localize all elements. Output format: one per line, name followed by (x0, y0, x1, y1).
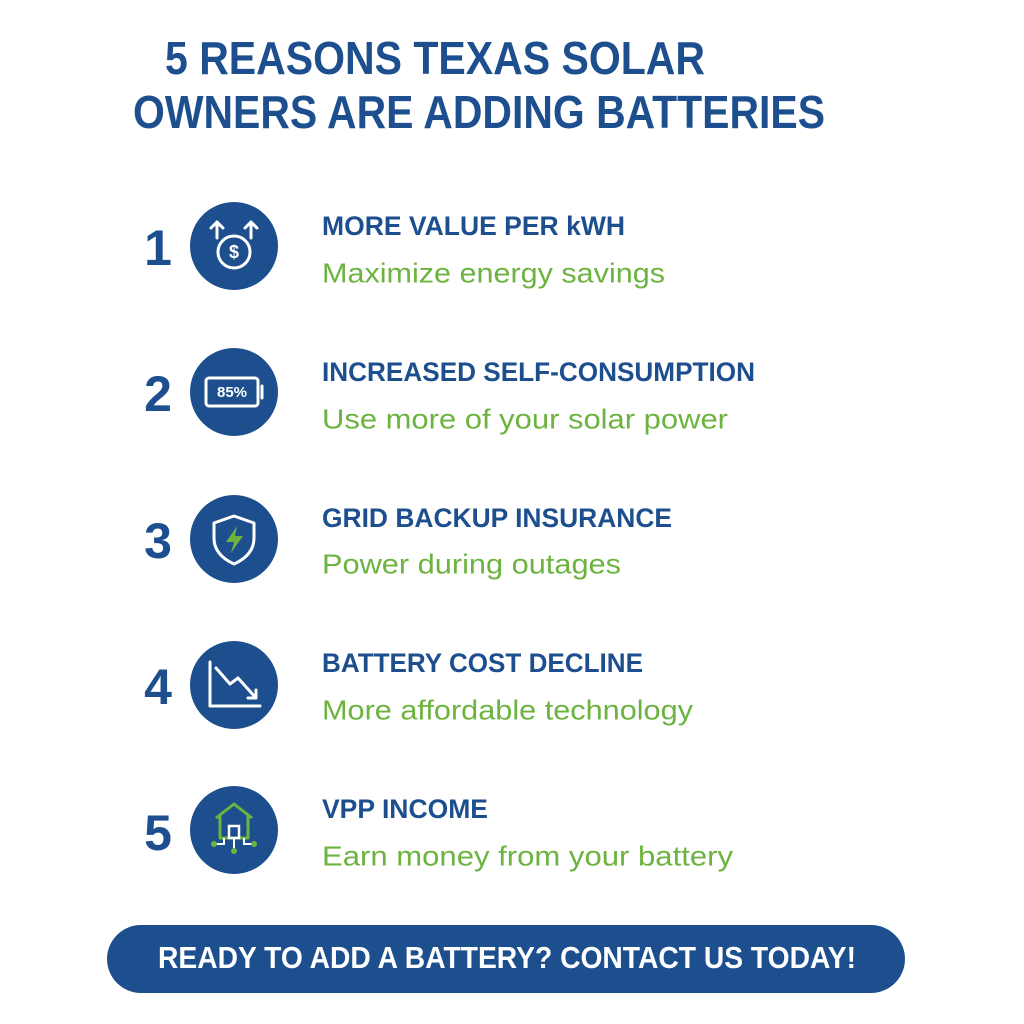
item-subtitle: More affordable technology (322, 694, 693, 725)
reason-item: 5 VPP INCOME Earn money from your batter… (144, 786, 733, 874)
item-subtitle: Earn money from your battery (322, 840, 733, 871)
icon-text: 85% (217, 384, 247, 401)
cta-button[interactable]: READY TO ADD A BATTERY? CONTACT US TODAY… (107, 925, 905, 993)
item-number: 1 (144, 220, 172, 276)
reason-item: 2 85% INCREASED SELF-CONSUMPTION Use mor… (144, 348, 755, 436)
icon (211, 802, 257, 854)
item-heading: INCREASED SELF-CONSUMPTION (322, 357, 755, 387)
item-subtitle: Use more of your solar power (322, 403, 728, 434)
icon-circle (190, 348, 278, 436)
reason-item: 1 $ MORE VALUE PER kWH Maximize energy s… (144, 202, 665, 290)
icon-circle (190, 202, 278, 290)
item-number: 3 (144, 513, 172, 569)
icon (212, 514, 256, 566)
item-subtitle: Maximize energy savings (322, 257, 665, 288)
icon-circle (190, 641, 278, 729)
reason-item: 4 BATTERY COST DECLINE More affordable t… (144, 641, 693, 729)
item-number: 4 (144, 659, 172, 715)
item-number: 5 (144, 805, 172, 861)
icon (208, 660, 262, 708)
item-heading: BATTERY COST DECLINE (322, 648, 643, 678)
icon (209, 220, 259, 270)
item-heading: VPP INCOME (322, 794, 488, 824)
cta-label[interactable]: READY TO ADD A BATTERY? CONTACT US TODAY… (158, 940, 856, 975)
icon (204, 376, 264, 408)
reason-item: 3 GRID BACKUP INSURANCE Power during out… (144, 495, 672, 583)
title-line: 5 REASONS TEXAS SOLAR (165, 32, 705, 84)
cta-background[interactable] (107, 925, 905, 993)
icon-text: $ (229, 242, 239, 262)
item-subtitle: Power during outages (322, 548, 621, 579)
item-number: 2 (144, 366, 172, 422)
item-heading: MORE VALUE PER kWH (322, 211, 625, 241)
title-line: OWNERS ARE ADDING BATTERIES (133, 86, 825, 138)
item-heading: GRID BACKUP INSURANCE (322, 503, 672, 533)
icon-circle (190, 786, 278, 874)
